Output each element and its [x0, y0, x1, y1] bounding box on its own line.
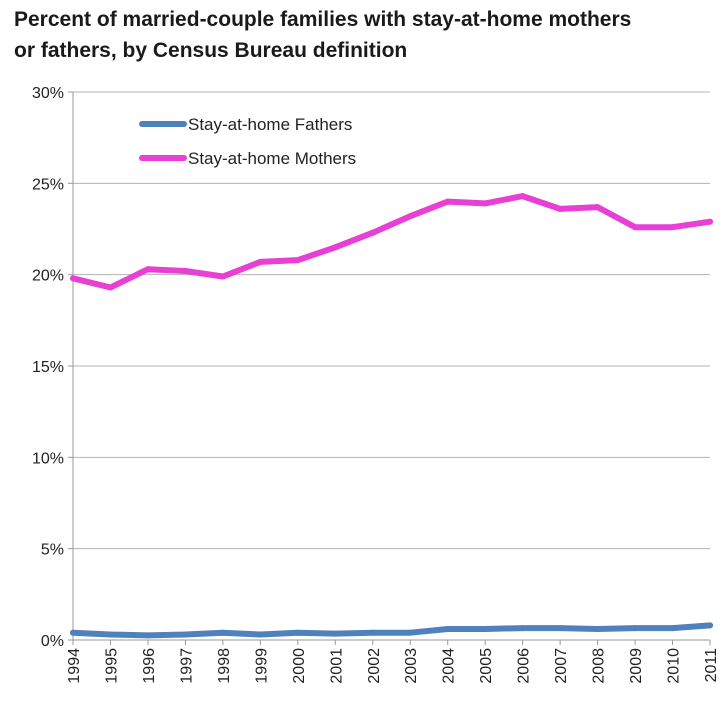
axis-layer: 0% 5% 10% 15% 20% 25% 30% 1994 1995 1996 1997 1998 1…: [32, 85, 720, 684]
data-point-stay-at-home-fathers: [107, 631, 114, 638]
chart-title-line-2: or fathers, by Census Bureau definition: [14, 39, 408, 62]
y-tick-label: 25%: [32, 176, 64, 193]
data-point-stay-at-home-fathers: [632, 625, 639, 632]
data-point-stay-at-home-fathers: [144, 632, 151, 639]
x-tick-label: 2004: [441, 648, 458, 684]
data-point-stay-at-home-mothers: [144, 266, 151, 273]
x-tick-label: 2009: [628, 648, 645, 684]
legend-label-stay-at-home-fathers: Stay-at-home Fathers: [188, 115, 352, 134]
x-tick-label: 2001: [328, 648, 345, 684]
legend-label-stay-at-home-mothers: Stay-at-home Mothers: [188, 149, 356, 168]
data-point-stay-at-home-mothers: [369, 229, 376, 236]
series-layer: [70, 193, 713, 639]
data-point-stay-at-home-mothers: [407, 213, 414, 220]
data-point-stay-at-home-fathers: [70, 629, 76, 636]
x-tick-label: 1995: [103, 648, 120, 684]
data-point-stay-at-home-mothers: [707, 218, 713, 225]
chart-title-line-1: Percent of married-couple families with …: [14, 8, 632, 31]
x-tick-label: 2003: [403, 648, 420, 684]
chart-title: Percent of married-couple families with …: [14, 4, 724, 66]
series-line-stay-at-home-fathers: [70, 622, 713, 639]
data-point-stay-at-home-fathers: [519, 625, 526, 632]
data-point-stay-at-home-fathers: [332, 630, 339, 637]
data-point-stay-at-home-mothers: [557, 205, 564, 212]
data-point-stay-at-home-mothers: [669, 224, 676, 231]
data-point-stay-at-home-fathers: [182, 631, 189, 638]
x-tick-label: 2011: [703, 648, 720, 683]
x-tick-label: 2002: [366, 648, 383, 684]
data-point-stay-at-home-mothers: [257, 258, 264, 265]
y-tick-label: 0%: [41, 633, 64, 650]
y-tick-label: 15%: [32, 359, 64, 376]
data-point-stay-at-home-mothers: [594, 204, 601, 211]
x-tick-label: 1998: [216, 648, 233, 684]
data-point-stay-at-home-fathers: [407, 629, 414, 636]
data-point-stay-at-home-fathers: [257, 631, 264, 638]
data-point-stay-at-home-fathers: [369, 629, 376, 636]
data-point-stay-at-home-fathers: [482, 626, 489, 633]
series-line-stay-at-home-mothers: [70, 193, 713, 291]
grid-layer: [73, 91, 710, 641]
x-tick-label: 1997: [178, 648, 195, 684]
y-tick-label: 20%: [32, 268, 64, 285]
x-tick-label: 2000: [291, 648, 308, 684]
data-point-stay-at-home-fathers: [669, 625, 676, 632]
data-point-stay-at-home-fathers: [557, 625, 564, 632]
data-point-stay-at-home-mothers: [332, 244, 339, 251]
x-tick-label: 2010: [666, 648, 683, 684]
x-tick-label: 2006: [516, 648, 533, 684]
data-point-stay-at-home-fathers: [594, 626, 601, 633]
data-point-stay-at-home-mothers: [182, 268, 189, 275]
x-tick-label: 2007: [553, 648, 570, 684]
x-tick-label: 2008: [591, 648, 608, 684]
data-point-stay-at-home-mothers: [219, 273, 226, 280]
data-point-stay-at-home-mothers: [294, 257, 301, 264]
data-point-stay-at-home-mothers: [482, 200, 489, 207]
x-tick-label: 1994: [66, 648, 83, 684]
data-point-stay-at-home-mothers: [444, 198, 451, 205]
y-tick-label: 10%: [32, 450, 64, 467]
y-tick-label: 5%: [41, 542, 64, 559]
x-tick-label: 2005: [478, 648, 495, 684]
data-point-stay-at-home-fathers: [444, 626, 451, 633]
data-point-stay-at-home-mothers: [70, 275, 76, 282]
data-point-stay-at-home-fathers: [707, 622, 713, 629]
data-point-stay-at-home-mothers: [519, 193, 526, 200]
data-point-stay-at-home-fathers: [294, 629, 301, 636]
x-tick-label: 1999: [253, 648, 270, 684]
x-tick-label: 1996: [141, 648, 158, 684]
y-tick-label: 30%: [32, 85, 64, 102]
data-point-stay-at-home-mothers: [107, 284, 114, 291]
data-point-stay-at-home-fathers: [219, 629, 226, 636]
data-point-stay-at-home-mothers: [632, 224, 639, 231]
legend: Stay-at-home Fathers Stay-at-home Mothers: [139, 115, 356, 168]
